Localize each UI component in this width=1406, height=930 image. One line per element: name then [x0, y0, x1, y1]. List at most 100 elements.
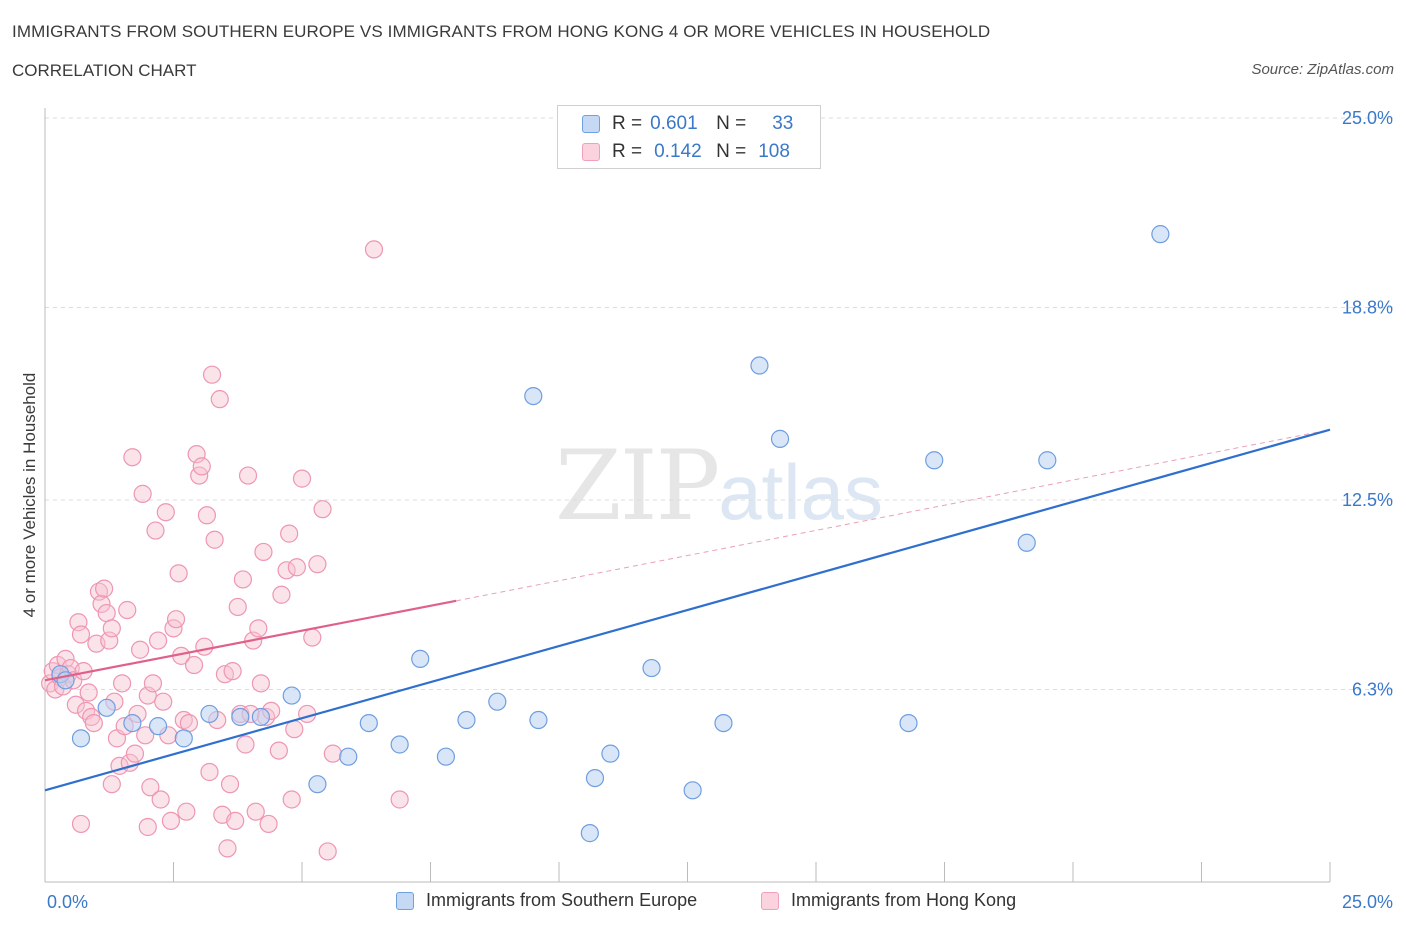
data-point-hong-kong — [146, 521, 165, 540]
data-point-hong-kong — [161, 811, 181, 830]
source-label: Source: ZipAtlas.com — [1251, 61, 1394, 78]
data-point-southern-europe — [642, 658, 661, 678]
data-point-hong-kong — [71, 814, 91, 834]
data-point-hong-kong — [308, 555, 327, 574]
data-point-southern-europe — [231, 707, 250, 727]
data-point-southern-europe — [97, 698, 116, 717]
x-tick-label: 25.0% — [1342, 892, 1393, 912]
data-point-southern-europe — [174, 729, 193, 748]
data-point-southern-europe — [899, 713, 918, 733]
data-point-hong-kong — [133, 484, 152, 503]
chart-title: IMMIGRANTS FROM SOUTHERN EUROPE VS IMMIG… — [12, 22, 991, 41]
data-point-southern-europe — [148, 717, 168, 736]
data-point-hong-kong — [236, 735, 255, 754]
data-point-hong-kong — [202, 365, 222, 384]
data-point-hong-kong — [102, 619, 121, 638]
data-point-hong-kong — [313, 500, 332, 519]
bottom-legend-label: Immigrants from Southern Europe — [426, 890, 698, 910]
data-point-hong-kong — [259, 814, 278, 834]
data-point-hong-kong — [205, 530, 224, 549]
legend-swatch-pink — [582, 143, 600, 161]
bottom-legend-swatch-blue — [396, 891, 414, 910]
data-point-hong-kong — [95, 579, 114, 598]
watermark-atlas: atlas — [718, 448, 883, 536]
data-point-southern-europe — [529, 710, 548, 730]
data-point-hong-kong — [323, 744, 342, 763]
y-tick-label: 25.0% — [1342, 108, 1393, 128]
data-point-hong-kong — [136, 726, 155, 745]
data-point-hong-kong — [282, 790, 301, 809]
bottom-legend-swatch-pink — [761, 891, 779, 910]
data-point-hong-kong — [92, 594, 111, 614]
legend-row-southern-europe: R = 0.601 N = 33 — [582, 112, 793, 136]
data-point-hong-kong — [112, 674, 132, 693]
data-point-hong-kong — [192, 457, 211, 476]
data-point-hong-kong — [118, 600, 137, 620]
data-point-southern-europe — [251, 707, 270, 727]
legend-r-value: 0.142 — [654, 141, 702, 162]
trend-line-hong-kong-extension — [456, 429, 1331, 602]
data-point-southern-europe — [308, 775, 327, 794]
data-point-hong-kong — [195, 637, 214, 656]
data-point-hong-kong — [66, 695, 85, 714]
legend-r-label: R = — [612, 113, 643, 134]
data-point-southern-europe — [457, 710, 476, 730]
data-point-southern-europe — [123, 713, 142, 733]
data-point-hong-kong — [364, 240, 384, 259]
data-point-southern-europe — [411, 649, 430, 669]
data-point-hong-kong — [138, 817, 157, 837]
bottom-legend-label: Immigrants from Hong Kong — [791, 890, 1017, 910]
data-point-southern-europe — [282, 686, 301, 705]
data-point-hong-kong — [97, 603, 116, 623]
data-point-hong-kong — [223, 662, 242, 681]
legend-swatch-blue — [582, 115, 600, 133]
data-point-southern-europe — [585, 768, 605, 788]
data-point-hong-kong — [287, 558, 306, 577]
data-point-hong-kong — [148, 631, 168, 650]
data-point-hong-kong — [246, 802, 265, 821]
data-point-hong-kong — [292, 469, 312, 488]
data-point-hong-kong — [272, 585, 291, 604]
data-point-hong-kong — [318, 842, 337, 861]
data-point-southern-europe — [925, 451, 944, 470]
data-point-hong-kong — [220, 775, 240, 794]
data-point-hong-kong — [218, 839, 237, 858]
trend-line-hong-kong — [44, 599, 457, 682]
data-point-hong-kong — [298, 704, 317, 724]
data-point-southern-europe — [71, 729, 91, 748]
data-point-hong-kong — [123, 448, 142, 467]
data-point-hong-kong — [84, 713, 103, 733]
legend-r-label: R = — [612, 141, 643, 162]
data-point-hong-kong — [254, 542, 273, 562]
legend-n-value: 33 — [772, 113, 794, 134]
x-tick-label: 0.0% — [47, 892, 88, 912]
legend-row-hong-kong: R = 0.142 N = 108 — [582, 140, 790, 164]
data-point-southern-europe — [683, 781, 702, 800]
data-point-hong-kong — [251, 674, 270, 693]
data-point-hong-kong — [277, 561, 296, 580]
data-point-hong-kong — [390, 790, 409, 809]
watermark: ZIPatlas — [555, 430, 883, 542]
data-point-southern-europe — [580, 824, 599, 843]
watermark-zip: ZIP — [555, 430, 720, 542]
data-point-hong-kong — [228, 597, 247, 617]
data-point-southern-europe — [1151, 225, 1170, 244]
data-point-hong-kong — [166, 610, 186, 629]
legend-n-value: 108 — [758, 141, 790, 162]
data-point-hong-kong — [102, 775, 121, 794]
data-point-hong-kong — [156, 503, 175, 522]
data-point-hong-kong — [197, 506, 217, 525]
data-point-southern-europe — [200, 704, 219, 724]
data-point-hong-kong — [151, 790, 170, 809]
data-point-hong-kong — [179, 713, 199, 733]
data-point-hong-kong — [249, 619, 268, 638]
data-point-hong-kong — [200, 762, 219, 782]
data-point-hong-kong — [154, 692, 173, 711]
y-tick-label: 18.8% — [1342, 297, 1393, 317]
data-point-hong-kong — [79, 683, 98, 702]
data-point-southern-europe — [601, 744, 620, 763]
data-point-hong-kong — [238, 466, 258, 485]
data-point-southern-europe — [770, 429, 790, 448]
data-point-hong-kong — [143, 674, 163, 693]
